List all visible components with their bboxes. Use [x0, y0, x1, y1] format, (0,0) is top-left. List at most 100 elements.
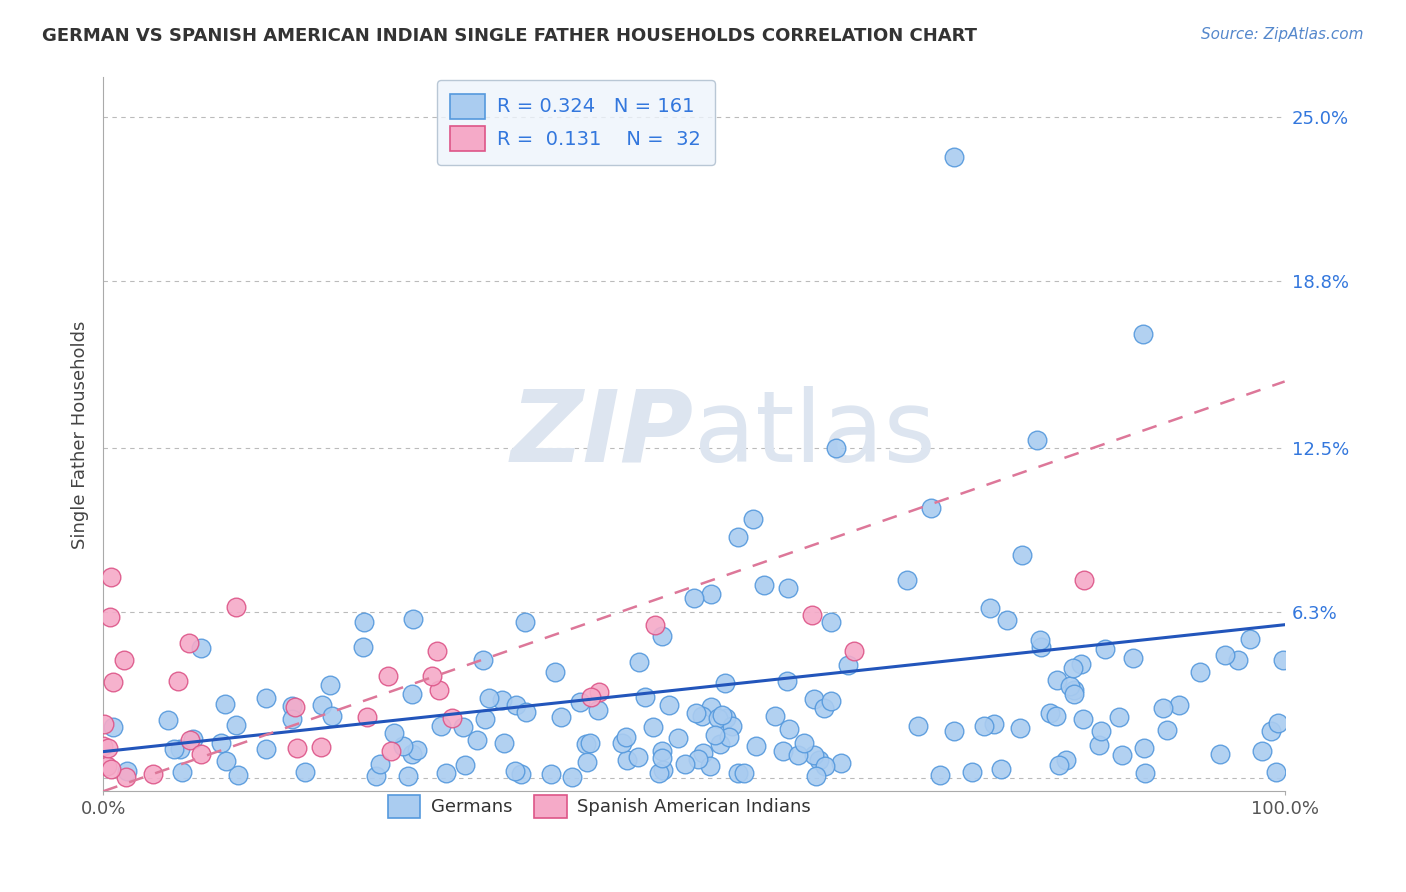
Legend: Germans, Spanish American Indians: Germans, Spanish American Indians [381, 788, 818, 825]
Point [181, 732, 204, 747]
Point [156, 713, 179, 727]
Point [162, 742, 184, 756]
Point [494, 736, 516, 750]
Point [190, 747, 212, 761]
Point [920, 501, 942, 516]
Point [115, 764, 138, 778]
Point [610, 736, 633, 750]
Point [995, 613, 1018, 627]
Point [943, 724, 966, 739]
Point [401, 747, 423, 762]
Point [430, 719, 453, 733]
Point [115, 770, 138, 784]
Point [471, 653, 494, 667]
Point [690, 709, 713, 723]
Point [1071, 712, 1094, 726]
Point [1265, 765, 1288, 780]
Point [96, 759, 118, 773]
Point [190, 640, 212, 655]
Point [1038, 706, 1060, 720]
Point [973, 719, 995, 733]
Point [990, 762, 1012, 776]
Point [112, 652, 135, 666]
Point [294, 764, 316, 779]
Point [561, 770, 583, 784]
Point [465, 733, 488, 747]
Point [478, 691, 501, 706]
Point [1133, 766, 1156, 780]
Point [491, 693, 513, 707]
Point [651, 751, 673, 765]
Point [1133, 741, 1156, 756]
Point [101, 720, 124, 734]
Point [627, 750, 650, 764]
Point [167, 674, 190, 689]
Point [824, 441, 846, 455]
Point [614, 730, 637, 744]
Point [1108, 710, 1130, 724]
Y-axis label: Single Father Households: Single Father Households [72, 320, 89, 549]
Point [474, 712, 496, 726]
Point [427, 683, 450, 698]
Point [1188, 665, 1211, 679]
Point [772, 744, 794, 758]
Text: ZIP: ZIP [510, 386, 695, 483]
Point [714, 675, 737, 690]
Point [942, 150, 965, 164]
Point [673, 756, 696, 771]
Point [513, 615, 536, 629]
Point [733, 766, 755, 780]
Point [979, 601, 1001, 615]
Point [808, 753, 831, 767]
Point [644, 618, 666, 632]
Point [172, 764, 194, 779]
Point [254, 741, 277, 756]
Point [225, 599, 247, 614]
Point [226, 768, 249, 782]
Point [352, 640, 374, 655]
Point [1059, 679, 1081, 693]
Point [628, 656, 651, 670]
Point [1271, 653, 1294, 667]
Point [700, 587, 723, 601]
Point [209, 736, 232, 750]
Point [364, 768, 387, 782]
Point [285, 740, 308, 755]
Point [1045, 709, 1067, 723]
Point [169, 742, 191, 756]
Point [1046, 673, 1069, 688]
Point [1122, 651, 1144, 665]
Point [1047, 758, 1070, 772]
Point [641, 720, 664, 734]
Point [793, 736, 815, 750]
Point [311, 698, 333, 712]
Point [683, 591, 706, 606]
Point [396, 769, 419, 783]
Point [752, 577, 775, 591]
Point [569, 695, 592, 709]
Point [718, 730, 741, 744]
Point [1213, 648, 1236, 662]
Point [93, 717, 115, 731]
Point [813, 701, 835, 715]
Point [284, 699, 307, 714]
Point [727, 530, 749, 544]
Point [820, 615, 842, 630]
Point [778, 723, 800, 737]
Point [1267, 716, 1289, 731]
Point [91, 739, 114, 754]
Point [960, 765, 983, 780]
Point [692, 746, 714, 760]
Point [368, 757, 391, 772]
Point [177, 636, 200, 650]
Point [321, 708, 343, 723]
Point [634, 690, 657, 704]
Point [215, 754, 238, 768]
Point [651, 629, 673, 643]
Point [309, 740, 332, 755]
Point [651, 744, 673, 758]
Point [401, 687, 423, 701]
Point [720, 719, 742, 733]
Point [1028, 632, 1050, 647]
Point [688, 751, 710, 765]
